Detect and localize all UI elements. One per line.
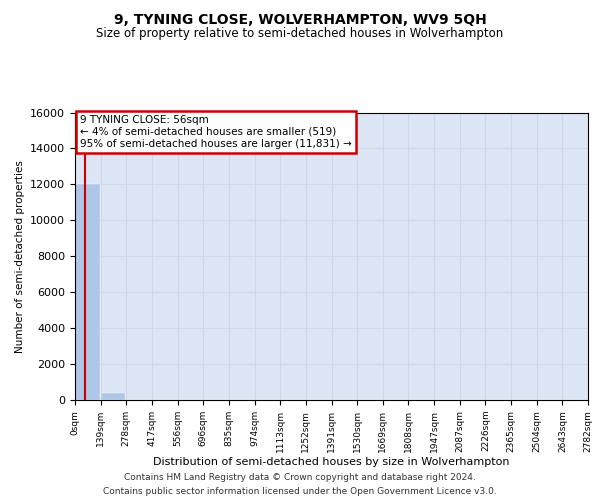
Bar bbox=[101, 393, 125, 400]
X-axis label: Distribution of semi-detached houses by size in Wolverhampton: Distribution of semi-detached houses by … bbox=[153, 458, 510, 468]
Text: Contains public sector information licensed under the Open Government Licence v3: Contains public sector information licen… bbox=[103, 488, 497, 496]
Text: Contains HM Land Registry data © Crown copyright and database right 2024.: Contains HM Land Registry data © Crown c… bbox=[124, 472, 476, 482]
Bar bbox=[75, 184, 100, 400]
Text: 9, TYNING CLOSE, WOLVERHAMPTON, WV9 5QH: 9, TYNING CLOSE, WOLVERHAMPTON, WV9 5QH bbox=[113, 12, 487, 26]
Y-axis label: Number of semi-detached properties: Number of semi-detached properties bbox=[14, 160, 25, 352]
Text: Size of property relative to semi-detached houses in Wolverhampton: Size of property relative to semi-detach… bbox=[97, 28, 503, 40]
Text: 9 TYNING CLOSE: 56sqm
← 4% of semi-detached houses are smaller (519)
95% of semi: 9 TYNING CLOSE: 56sqm ← 4% of semi-detac… bbox=[80, 116, 352, 148]
